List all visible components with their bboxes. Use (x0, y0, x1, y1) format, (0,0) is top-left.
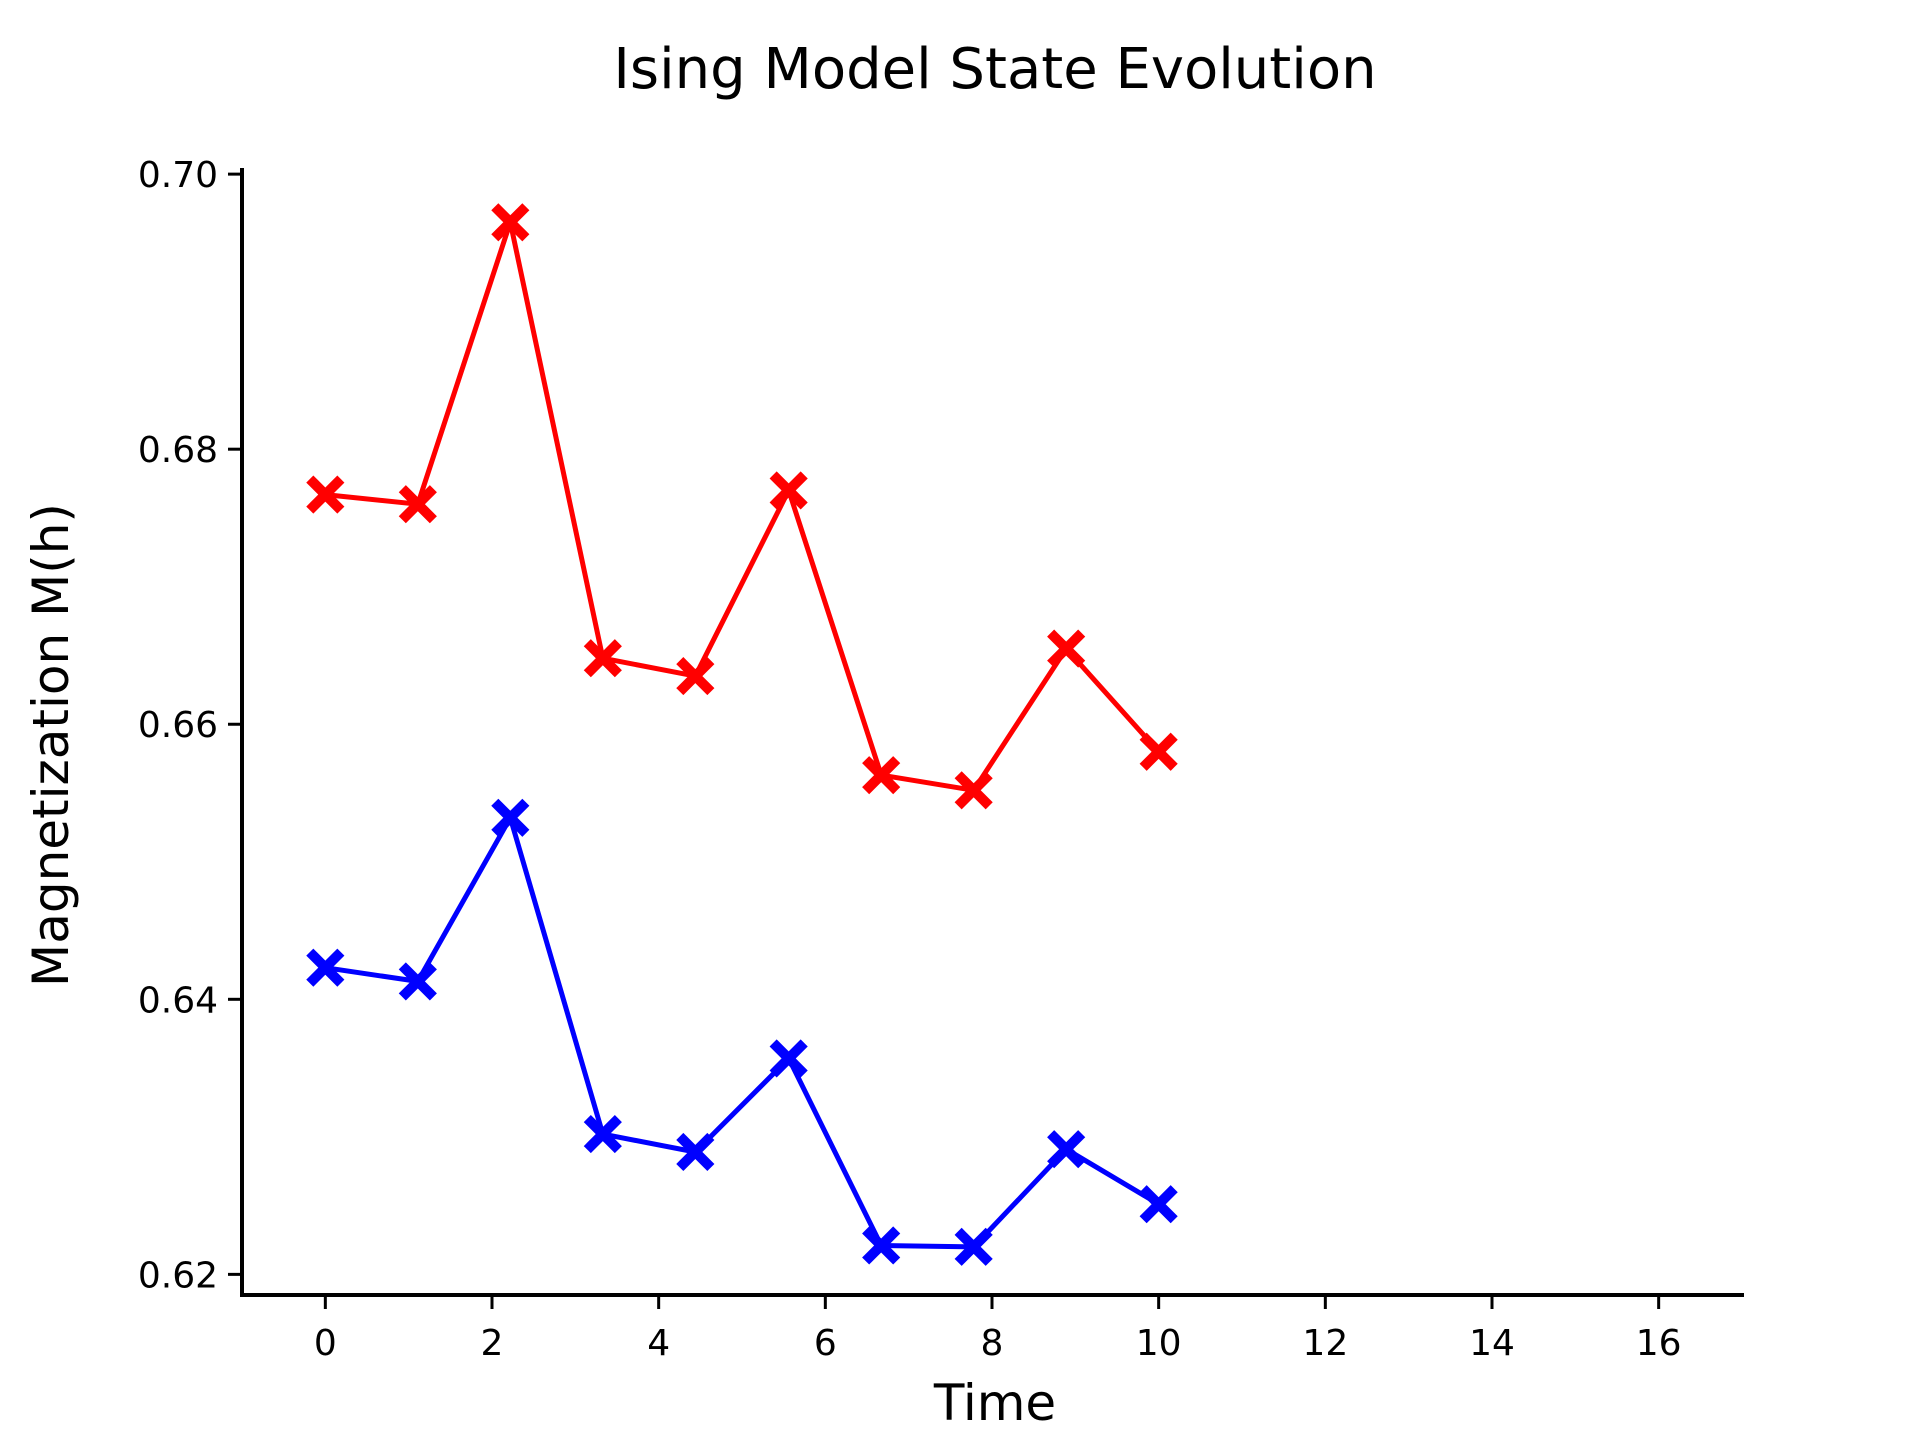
data-point (1139, 1185, 1178, 1224)
y-tick-label: 0.70 (138, 155, 218, 196)
x-tick-label: 4 (647, 1323, 670, 1364)
data-point (769, 471, 808, 510)
x-tick-label: 12 (1302, 1323, 1348, 1364)
series-1 (306, 798, 1178, 1266)
x-axis-label: Time (933, 1374, 1056, 1432)
series (306, 203, 1178, 1266)
y-tick-label: 0.62 (138, 1255, 218, 1296)
data-point (583, 1115, 622, 1154)
data-point (676, 657, 715, 696)
data-point (1047, 629, 1086, 668)
y-tick-label: 0.66 (138, 705, 218, 746)
chart-title: Ising Model State Evolution (613, 37, 1376, 102)
series-line (325, 219, 1161, 793)
y-tick-label: 0.68 (138, 430, 218, 471)
data-point (676, 1132, 715, 1172)
x-tick-label: 6 (814, 1323, 837, 1364)
data-point (769, 1039, 808, 1078)
x-tick-label: 8 (981, 1323, 1004, 1364)
data-point (862, 1226, 901, 1265)
x-tick-label: 14 (1469, 1323, 1515, 1364)
data-point (306, 948, 345, 987)
data-point (398, 962, 437, 1001)
data-point (954, 1227, 993, 1266)
y-axis-label: Magnetization M(h) (22, 503, 80, 987)
data-point (862, 756, 901, 795)
series-line (324, 815, 1160, 1250)
data-point (491, 203, 530, 242)
x-tick-label: 0 (314, 1323, 337, 1364)
data-point (583, 639, 622, 678)
axes (240, 168, 1744, 1297)
data-point (491, 798, 530, 837)
data-point (1139, 732, 1178, 771)
data-point (306, 475, 345, 514)
data-point (954, 771, 993, 810)
ticks: 0 2 4 6 8 10 12 14 16 0.62 0.64 0.66 0.68 0.70 (138, 155, 1682, 1364)
x-tick-label: 10 (1136, 1323, 1182, 1364)
series-0 (306, 203, 1178, 810)
data-point (1047, 1130, 1086, 1169)
data-point (398, 485, 437, 524)
y-tick-label: 0.64 (138, 980, 218, 1021)
x-tick-label: 16 (1636, 1323, 1682, 1364)
x-tick-label: 2 (481, 1323, 504, 1364)
